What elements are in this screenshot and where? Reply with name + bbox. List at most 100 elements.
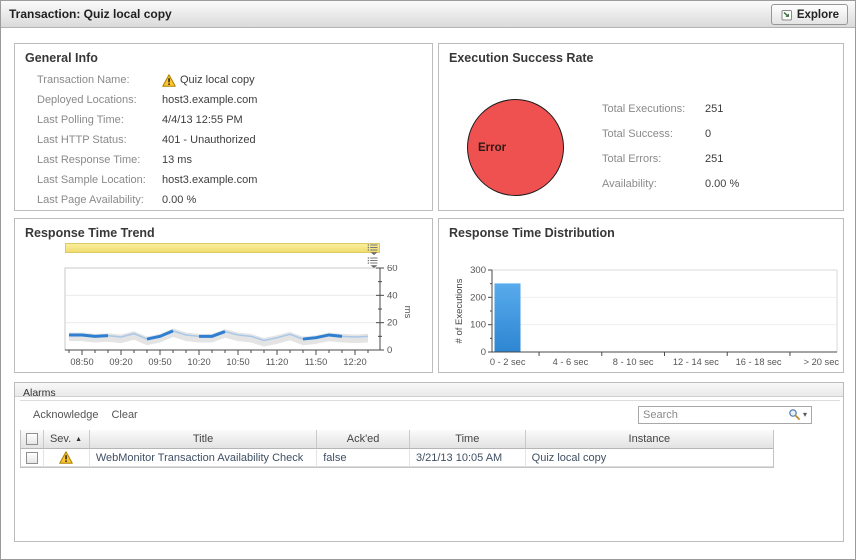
alarms-header: Alarms bbox=[15, 383, 843, 397]
info-value-text: 0.00 % bbox=[162, 194, 196, 206]
svg-text:40: 40 bbox=[387, 290, 398, 301]
svg-text:10:50: 10:50 bbox=[226, 357, 249, 367]
distribution-title: Response Time Distribution bbox=[449, 226, 615, 240]
distribution-bar-chart: 0100200300# of Executions0 - 2 sec4 - 6 … bbox=[449, 263, 841, 369]
chart-menu-icon[interactable] bbox=[367, 242, 379, 254]
info-label: Last Response Time: bbox=[37, 154, 162, 166]
response-time-distribution-panel: Response Time Distribution 0100200300# o… bbox=[438, 218, 844, 373]
info-label: Last Page Availability: bbox=[37, 194, 162, 206]
info-row: Transaction Name: Quiz local copy bbox=[15, 70, 432, 90]
info-value: host3.example.com bbox=[162, 174, 257, 186]
alarm-range-band bbox=[65, 243, 380, 253]
select-all-checkbox[interactable] bbox=[26, 433, 38, 445]
info-row: Last Sample Location:host3.example.com bbox=[15, 170, 432, 190]
search-input[interactable] bbox=[639, 408, 788, 422]
info-row: Last Page Availability:0.00 % bbox=[15, 190, 432, 210]
info-value-text: 4/4/13 12:55 PM bbox=[162, 114, 243, 126]
svg-text:4 - 6 sec: 4 - 6 sec bbox=[553, 357, 589, 367]
column-header-acked[interactable]: Ack'ed bbox=[317, 430, 410, 449]
execution-success-title: Execution Success Rate bbox=[449, 51, 594, 65]
info-row: Last HTTP Status:401 - Unauthorized bbox=[15, 130, 432, 150]
alarm-cell: 3/21/13 10:05 AM bbox=[410, 449, 526, 467]
info-value-text: 13 ms bbox=[162, 154, 192, 166]
sort-asc-icon: ▲ bbox=[75, 436, 82, 443]
select-all-cell bbox=[21, 430, 44, 449]
stat-label: Total Success: bbox=[602, 128, 705, 140]
alarms-table: Sev.▲TitleAck'edTimeInstanceWebMonitor T… bbox=[20, 430, 774, 468]
table-header-row: Sev.▲TitleAck'edTimeInstance bbox=[21, 430, 773, 449]
stat-row: Availability:0.00 % bbox=[602, 171, 739, 196]
alarm-cell: WebMonitor Transaction Availability Chec… bbox=[90, 449, 317, 467]
info-value-text: 401 - Unauthorized bbox=[162, 134, 256, 146]
acknowledge-button[interactable]: Acknowledge bbox=[33, 409, 98, 421]
transaction-dashboard-window: Transaction: Quiz local copy Explore Gen… bbox=[0, 0, 856, 560]
svg-text:> 20 sec: > 20 sec bbox=[804, 357, 840, 367]
search-box: ▾ bbox=[638, 406, 812, 424]
info-value-text: Quiz local copy bbox=[180, 74, 255, 86]
info-value: 4/4/13 12:55 PM bbox=[162, 114, 243, 126]
general-info-panel: General Info Transaction Name: Quiz local… bbox=[14, 43, 433, 211]
svg-text:8 - 10 sec: 8 - 10 sec bbox=[613, 357, 654, 367]
row-select-cell bbox=[21, 449, 44, 467]
alarm-row[interactable]: WebMonitor Transaction Availability Chec… bbox=[21, 449, 773, 467]
svg-text:60: 60 bbox=[387, 265, 398, 274]
svg-text:11:20: 11:20 bbox=[266, 357, 289, 367]
svg-text:100: 100 bbox=[470, 320, 486, 331]
svg-text:300: 300 bbox=[470, 265, 486, 276]
page-title: Transaction: Quiz local copy bbox=[1, 7, 172, 21]
column-header-title[interactable]: Title bbox=[90, 430, 317, 449]
info-value-text: host3.example.com bbox=[162, 94, 257, 106]
alarms-panel: Alarms Acknowledge Clear ▾ Sev.▲TitleAck… bbox=[14, 382, 844, 542]
search-dropdown-icon[interactable]: ▾ bbox=[801, 410, 811, 419]
alarm-cell: false bbox=[317, 449, 410, 467]
svg-text:0: 0 bbox=[387, 345, 392, 356]
svg-text:08:50: 08:50 bbox=[70, 357, 93, 367]
row-checkbox[interactable] bbox=[26, 452, 38, 464]
svg-text:ms: ms bbox=[402, 306, 413, 319]
search-icon[interactable] bbox=[788, 408, 801, 421]
info-value-text: host3.example.com bbox=[162, 174, 257, 186]
trend-title: Response Time Trend bbox=[25, 226, 155, 240]
explore-label: Explore bbox=[797, 9, 839, 21]
column-header-sev[interactable]: Sev.▲ bbox=[44, 430, 90, 449]
stat-label: Total Errors: bbox=[602, 153, 705, 165]
trend-line-chart: 0204060ms08:5009:2009:5010:2010:5011:201… bbox=[53, 265, 428, 369]
stat-row: Total Success:0 bbox=[602, 121, 739, 146]
info-row: Last Polling Time:4/4/13 12:55 PM bbox=[15, 110, 432, 130]
explore-icon bbox=[780, 8, 793, 21]
stat-row: Total Errors:251 bbox=[602, 146, 739, 171]
clear-button[interactable]: Clear bbox=[111, 409, 137, 421]
alarm-cell: Quiz local copy bbox=[526, 449, 773, 467]
info-label: Last Sample Location: bbox=[37, 174, 162, 186]
column-header-instance[interactable]: Instance bbox=[526, 430, 773, 449]
info-value: 401 - Unauthorized bbox=[162, 134, 256, 146]
info-value: Quiz local copy bbox=[162, 74, 255, 87]
column-header-time[interactable]: Time bbox=[410, 430, 526, 449]
execution-stats: Total Executions:251Total Success:0Total… bbox=[602, 96, 739, 196]
info-label: Last HTTP Status: bbox=[37, 134, 162, 146]
stat-value: 251 bbox=[705, 153, 723, 165]
general-info-title: General Info bbox=[25, 51, 98, 65]
stat-value: 251 bbox=[705, 103, 723, 115]
svg-text:0 - 2 sec: 0 - 2 sec bbox=[490, 357, 526, 367]
svg-text:11:50: 11:50 bbox=[305, 357, 328, 367]
stat-label: Availability: bbox=[602, 178, 705, 190]
execution-success-panel: Execution Success Rate Error Total Execu… bbox=[438, 43, 844, 211]
svg-text:12 - 14 sec: 12 - 14 sec bbox=[673, 357, 719, 367]
warning-icon bbox=[162, 74, 176, 87]
svg-text:12:20: 12:20 bbox=[343, 357, 366, 367]
svg-text:09:20: 09:20 bbox=[109, 357, 132, 367]
severity-cell bbox=[44, 449, 90, 467]
warning-icon bbox=[59, 451, 73, 464]
info-value: 13 ms bbox=[162, 154, 192, 166]
response-time-trend-panel: Response Time Trend 0204060ms08:5009:200… bbox=[14, 218, 433, 373]
info-label: Transaction Name: bbox=[37, 74, 162, 86]
svg-text:10:20: 10:20 bbox=[187, 357, 210, 367]
titlebar: Transaction: Quiz local copy Explore bbox=[1, 1, 855, 28]
explore-button[interactable]: Explore bbox=[771, 4, 848, 25]
stat-value: 0.00 % bbox=[705, 178, 739, 190]
svg-text:0: 0 bbox=[481, 347, 486, 358]
stat-label: Total Executions: bbox=[602, 103, 705, 115]
general-info-rows: Transaction Name:Quiz local copyDeployed… bbox=[15, 70, 432, 210]
svg-text:200: 200 bbox=[470, 292, 486, 303]
